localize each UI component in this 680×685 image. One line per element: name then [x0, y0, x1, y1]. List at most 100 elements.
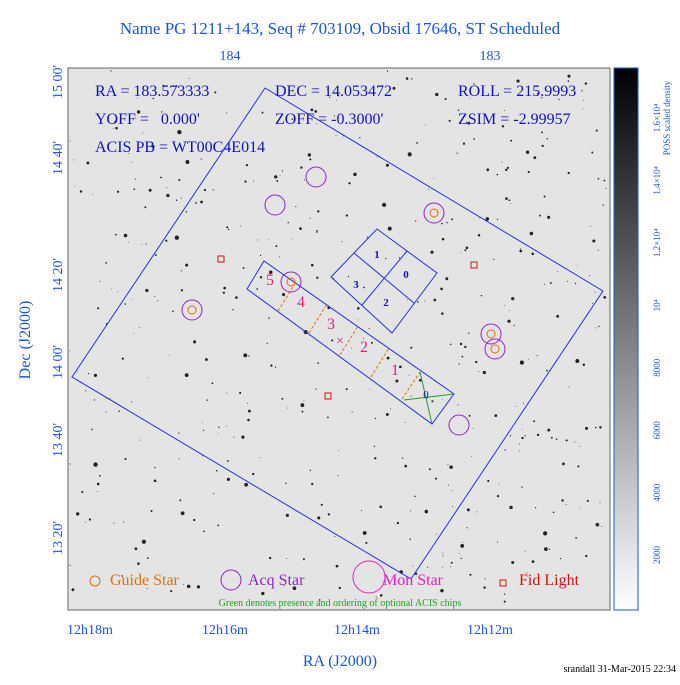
star: [351, 347, 353, 349]
star: [503, 109, 505, 111]
star: [375, 596, 377, 598]
star: [469, 97, 471, 99]
star: [91, 428, 93, 431]
star: [310, 108, 314, 112]
star: [266, 342, 268, 344]
optional-chip: [403, 393, 455, 401]
star: [274, 366, 277, 368]
star: [469, 573, 472, 576]
legend-symbol: [499, 579, 507, 587]
star: [180, 197, 182, 199]
star: [406, 299, 408, 301]
star: [175, 85, 178, 87]
colorbar-tick: 8000: [652, 358, 662, 377]
star: [307, 153, 312, 157]
star: [335, 135, 337, 137]
star: [357, 319, 359, 321]
legend-item: Fid Light: [519, 572, 580, 589]
star: [320, 503, 323, 506]
left-tick: 14 20': [51, 258, 66, 292]
star: [96, 482, 100, 486]
star: [546, 137, 549, 140]
star: [546, 370, 548, 372]
chip-label: 3: [353, 279, 359, 291]
star: [459, 342, 463, 346]
star: [574, 441, 576, 443]
star: [337, 94, 340, 97]
star: [382, 202, 387, 207]
star: [405, 77, 409, 80]
star: [441, 312, 444, 315]
star: [81, 491, 84, 494]
star: [550, 436, 553, 439]
star: [428, 188, 429, 190]
star: [111, 288, 113, 290]
star: [555, 438, 558, 440]
star: [379, 594, 383, 597]
star: [362, 531, 367, 535]
star: [435, 92, 439, 97]
star: [521, 428, 523, 430]
star: [185, 211, 188, 213]
star: [218, 426, 220, 429]
star: [333, 277, 335, 279]
legend-symbol: [220, 569, 242, 591]
acq-star: [448, 414, 470, 436]
star: [418, 378, 422, 382]
chip-label: 2: [360, 339, 368, 356]
star: [525, 150, 530, 154]
star: [226, 226, 229, 229]
star: [449, 343, 452, 346]
star: [510, 139, 513, 142]
star: [444, 98, 447, 100]
star: [345, 214, 348, 217]
star: [582, 108, 584, 110]
star: [425, 124, 426, 126]
star: [84, 521, 86, 523]
chip-label: 3: [327, 316, 335, 333]
star: [519, 248, 521, 250]
star: [161, 111, 163, 113]
star: [365, 541, 368, 544]
star: [539, 214, 541, 217]
star: [275, 245, 278, 248]
star: [448, 119, 451, 122]
chip-label: 0: [403, 269, 409, 281]
star: [511, 296, 515, 301]
star: [133, 332, 135, 334]
star: [392, 86, 396, 90]
star: [186, 584, 191, 589]
star: [252, 472, 255, 476]
star: [576, 265, 578, 267]
star: [568, 386, 570, 388]
star: [269, 270, 273, 274]
star: [206, 399, 208, 401]
star: [123, 233, 128, 238]
star: [279, 174, 281, 176]
star: [466, 527, 468, 529]
note: Green denotes presence and ordering of o…: [219, 598, 462, 609]
star: [131, 401, 133, 403]
star: [217, 524, 220, 527]
star: [286, 558, 287, 560]
star: [473, 138, 475, 140]
star: [402, 457, 404, 459]
star: [268, 556, 272, 560]
star: [536, 93, 539, 95]
star: [441, 222, 443, 225]
star: [113, 522, 115, 524]
top-tick: 184: [220, 49, 241, 64]
star: [112, 127, 114, 129]
star: [145, 243, 147, 245]
colorbar: [613, 67, 639, 611]
star: [259, 457, 261, 458]
star: [543, 531, 548, 536]
star: [561, 499, 564, 502]
star: [302, 558, 305, 561]
info: RA = 183.573333: [95, 83, 209, 100]
star: [116, 190, 120, 193]
star: [579, 507, 580, 509]
star: [468, 414, 471, 417]
star: [217, 433, 219, 434]
